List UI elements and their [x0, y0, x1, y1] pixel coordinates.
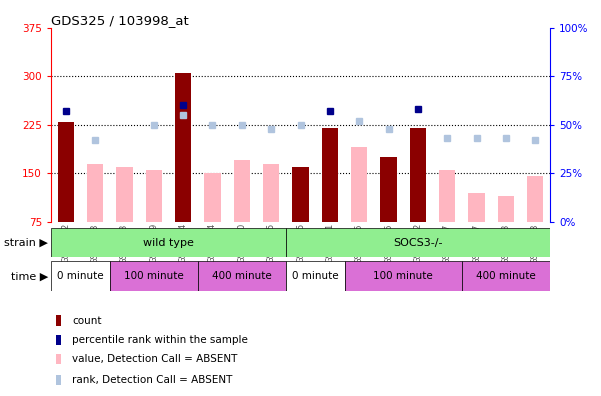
Bar	[56, 335, 61, 345]
Bar	[58, 122, 74, 222]
Bar	[204, 173, 221, 222]
Bar	[462, 261, 550, 291]
Bar	[234, 160, 250, 222]
Text: 400 minute: 400 minute	[476, 271, 535, 281]
Bar	[263, 164, 279, 222]
Text: 0 minute: 0 minute	[292, 271, 338, 281]
Bar	[117, 167, 132, 222]
Bar	[51, 228, 286, 257]
Bar	[380, 157, 397, 222]
Text: count: count	[72, 316, 102, 326]
Bar	[175, 73, 191, 222]
Bar	[344, 261, 462, 291]
Bar	[56, 375, 61, 385]
Bar	[145, 170, 162, 222]
Text: 400 minute: 400 minute	[212, 271, 272, 281]
Bar	[56, 315, 61, 326]
Bar	[439, 170, 456, 222]
Text: 100 minute: 100 minute	[124, 271, 184, 281]
Text: 0 minute: 0 minute	[57, 271, 104, 281]
Text: percentile rank within the sample: percentile rank within the sample	[72, 335, 248, 345]
Bar	[286, 228, 550, 257]
Text: GDS325 / 103998_at: GDS325 / 103998_at	[51, 13, 189, 27]
Bar	[110, 261, 198, 291]
Text: strain ▶: strain ▶	[4, 238, 48, 248]
Text: rank, Detection Call = ABSENT: rank, Detection Call = ABSENT	[72, 375, 233, 385]
Bar	[351, 147, 367, 222]
Text: time ▶: time ▶	[11, 271, 48, 281]
Bar	[527, 177, 543, 222]
Text: 100 minute: 100 minute	[373, 271, 433, 281]
Bar	[87, 164, 103, 222]
Bar	[469, 192, 484, 222]
Bar	[198, 261, 286, 291]
Text: value, Detection Call = ABSENT: value, Detection Call = ABSENT	[72, 354, 237, 364]
Bar	[498, 196, 514, 222]
Text: SOCS3-/-: SOCS3-/-	[393, 238, 442, 248]
Bar	[286, 261, 344, 291]
Bar	[51, 261, 110, 291]
Text: wild type: wild type	[143, 238, 194, 248]
Bar	[56, 354, 61, 364]
Bar	[322, 128, 338, 222]
Bar	[410, 128, 426, 222]
Bar	[293, 167, 308, 222]
